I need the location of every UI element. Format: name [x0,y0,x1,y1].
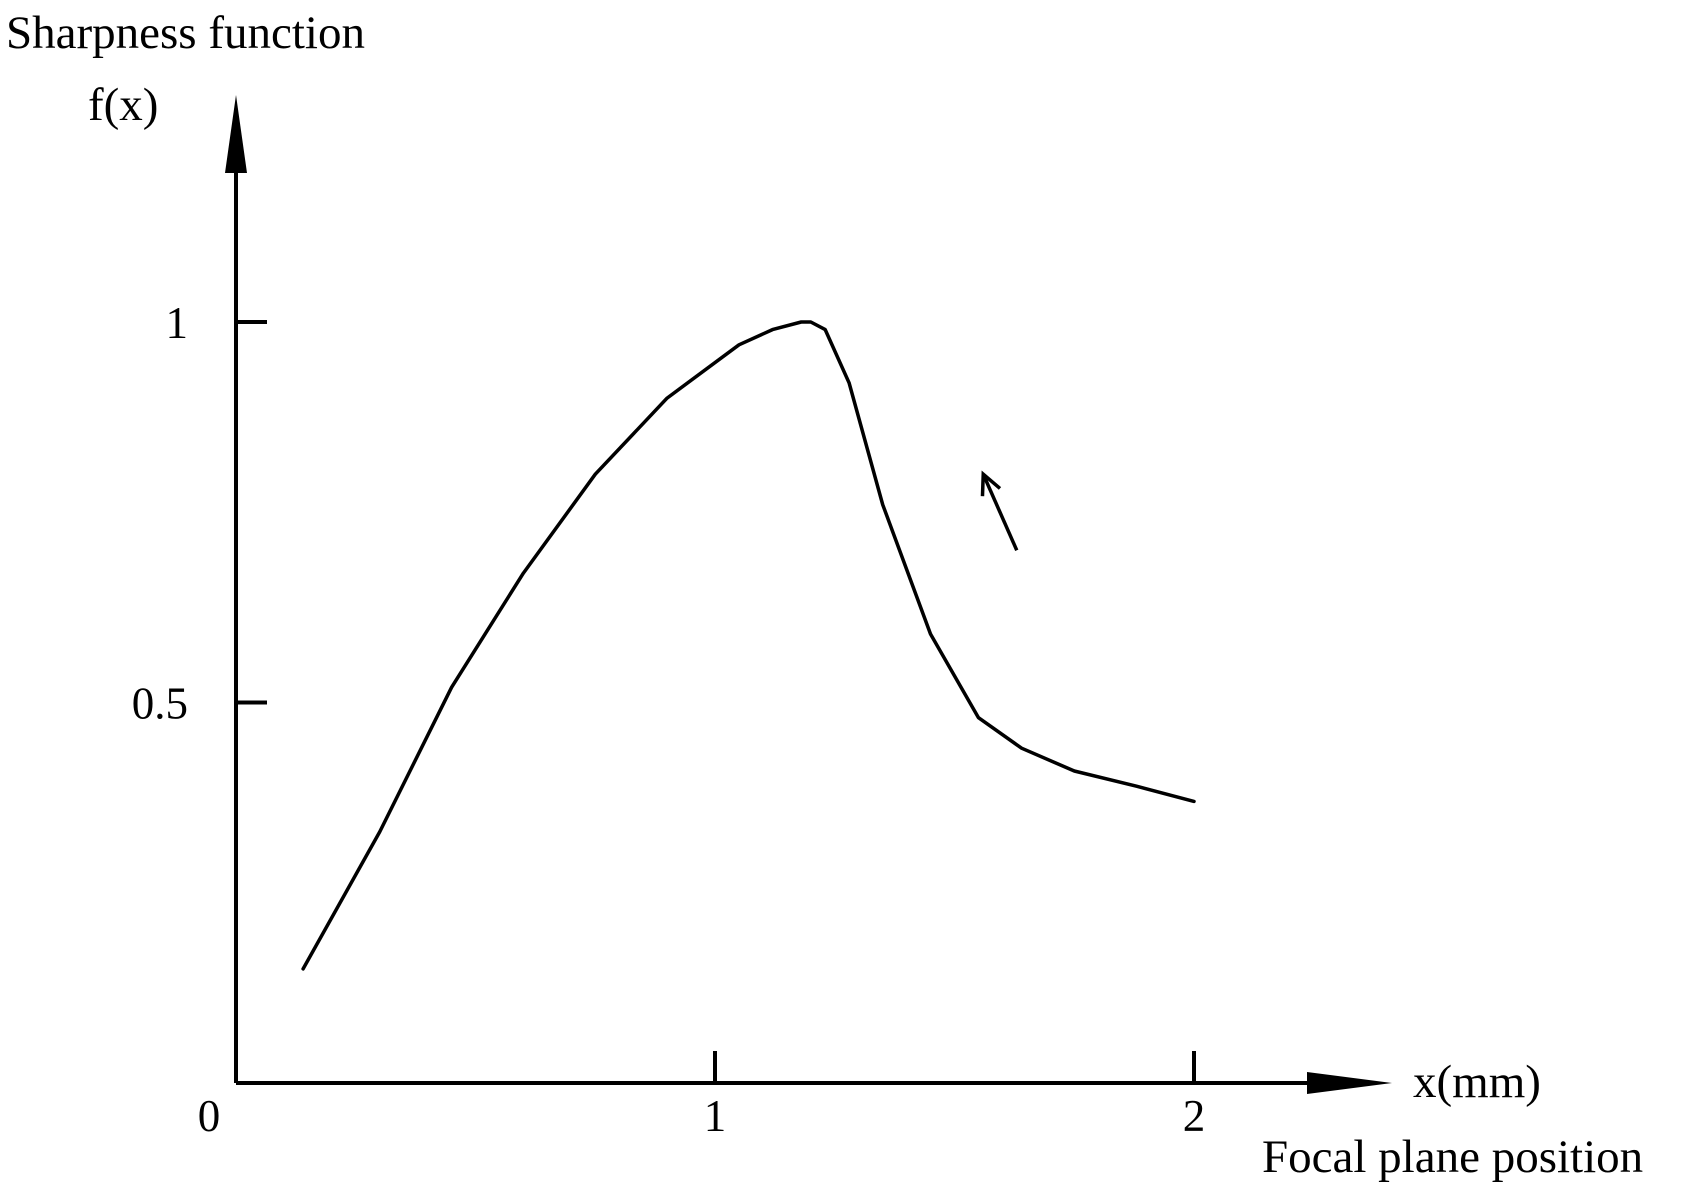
y-axis-label: f(x) [88,79,158,131]
x-axis-label: x(mm) [1413,1056,1541,1108]
annotation-layer [980,470,1019,552]
annotation-arrow [980,470,1019,552]
series-line [301,320,1196,971]
origin-label: 0 [198,1091,221,1141]
annotation-arrow-shaft [981,473,1019,552]
y-axis [225,95,247,1083]
y-tick-label: 1 [166,298,189,348]
series-layer [301,320,1196,971]
y-axis-arrowhead [225,95,247,173]
chart-title: Sharpness function [6,7,365,59]
annotation-arrow-head [980,470,1002,497]
x-axis-caption: Focal plane position [1262,1131,1643,1183]
x-tick-label: 1 [704,1091,727,1141]
y-ticks: 0.51 [132,298,267,729]
y-tick-label: 0.5 [132,679,188,729]
x-axis [236,1072,1392,1094]
x-tick-label: 2 [1183,1091,1206,1141]
x-axis-arrowhead [1307,1072,1392,1094]
